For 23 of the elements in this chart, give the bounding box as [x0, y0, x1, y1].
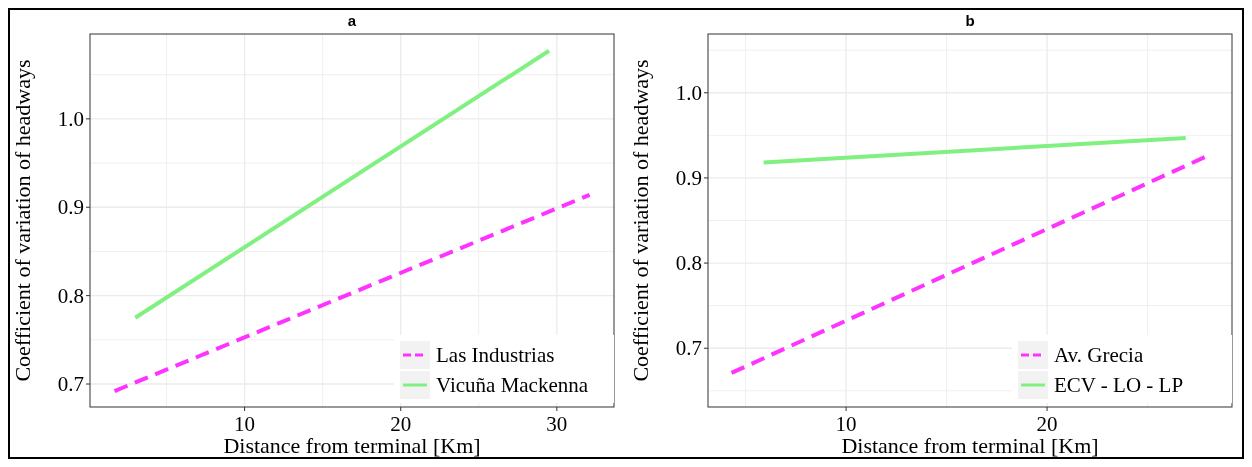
- text: 1.0: [675, 80, 702, 105]
- x-tick-label: 20: [390, 412, 412, 436]
- x-axis-title: Distance from terminal [Km]: [223, 433, 481, 458]
- y-axis-title: Coefficient of variation of headways: [10, 59, 35, 382]
- x-tick-label: 10: [234, 412, 256, 436]
- y-axis-title: Coefficient of variation of headways: [628, 59, 653, 382]
- legend-label: Las Industrias: [436, 343, 555, 367]
- chart-title: b: [965, 12, 975, 29]
- chart-title: a: [347, 12, 357, 29]
- legend-label: ECV - LO - LP: [1054, 373, 1184, 397]
- y-tick-label: 0.9: [57, 195, 84, 220]
- legend-label: Av. Grecia: [1054, 343, 1144, 367]
- x-tick-label: 30: [546, 412, 568, 436]
- y-tick-label: 0.8: [675, 251, 702, 276]
- y-tick-label: 0.7: [57, 372, 84, 397]
- x-tick-label: 10: [835, 412, 857, 436]
- y-tick-label: 0.8: [57, 283, 84, 308]
- y-tick-label: 0.9: [675, 165, 702, 190]
- x-axis-title: Distance from terminal [Km]: [841, 433, 1099, 458]
- text: 1.0: [57, 106, 84, 131]
- legend-label: Vicuña Mackenna: [436, 373, 589, 397]
- y-tick-label: 0.7: [675, 336, 702, 361]
- x-tick-label: 20: [1036, 412, 1058, 436]
